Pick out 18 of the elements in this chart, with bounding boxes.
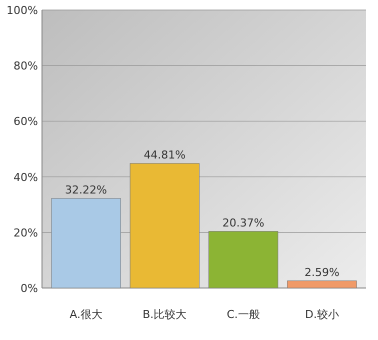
data-label: 44.81% bbox=[144, 148, 186, 162]
y-tick-label: 60% bbox=[14, 115, 38, 128]
bar bbox=[130, 163, 200, 288]
x-tick-label: B.比较大 bbox=[142, 308, 187, 321]
y-tick-label: 40% bbox=[14, 170, 38, 184]
y-tick-label: 80% bbox=[14, 60, 38, 73]
x-tick-label: A.很大 bbox=[70, 308, 102, 321]
data-label: 32.22% bbox=[65, 183, 108, 196]
y-tick-label: 0% bbox=[20, 282, 38, 295]
data-label: 2.59% bbox=[304, 266, 340, 279]
bar bbox=[51, 198, 121, 288]
bar bbox=[287, 280, 357, 288]
data-label: 20.37% bbox=[222, 216, 264, 230]
y-tick-label: 20% bbox=[14, 226, 38, 240]
x-tick-label: C.一般 bbox=[226, 308, 260, 321]
y-tick-label: 100% bbox=[6, 4, 38, 17]
bar bbox=[208, 231, 278, 288]
x-tick-label: D.较小 bbox=[304, 308, 339, 321]
